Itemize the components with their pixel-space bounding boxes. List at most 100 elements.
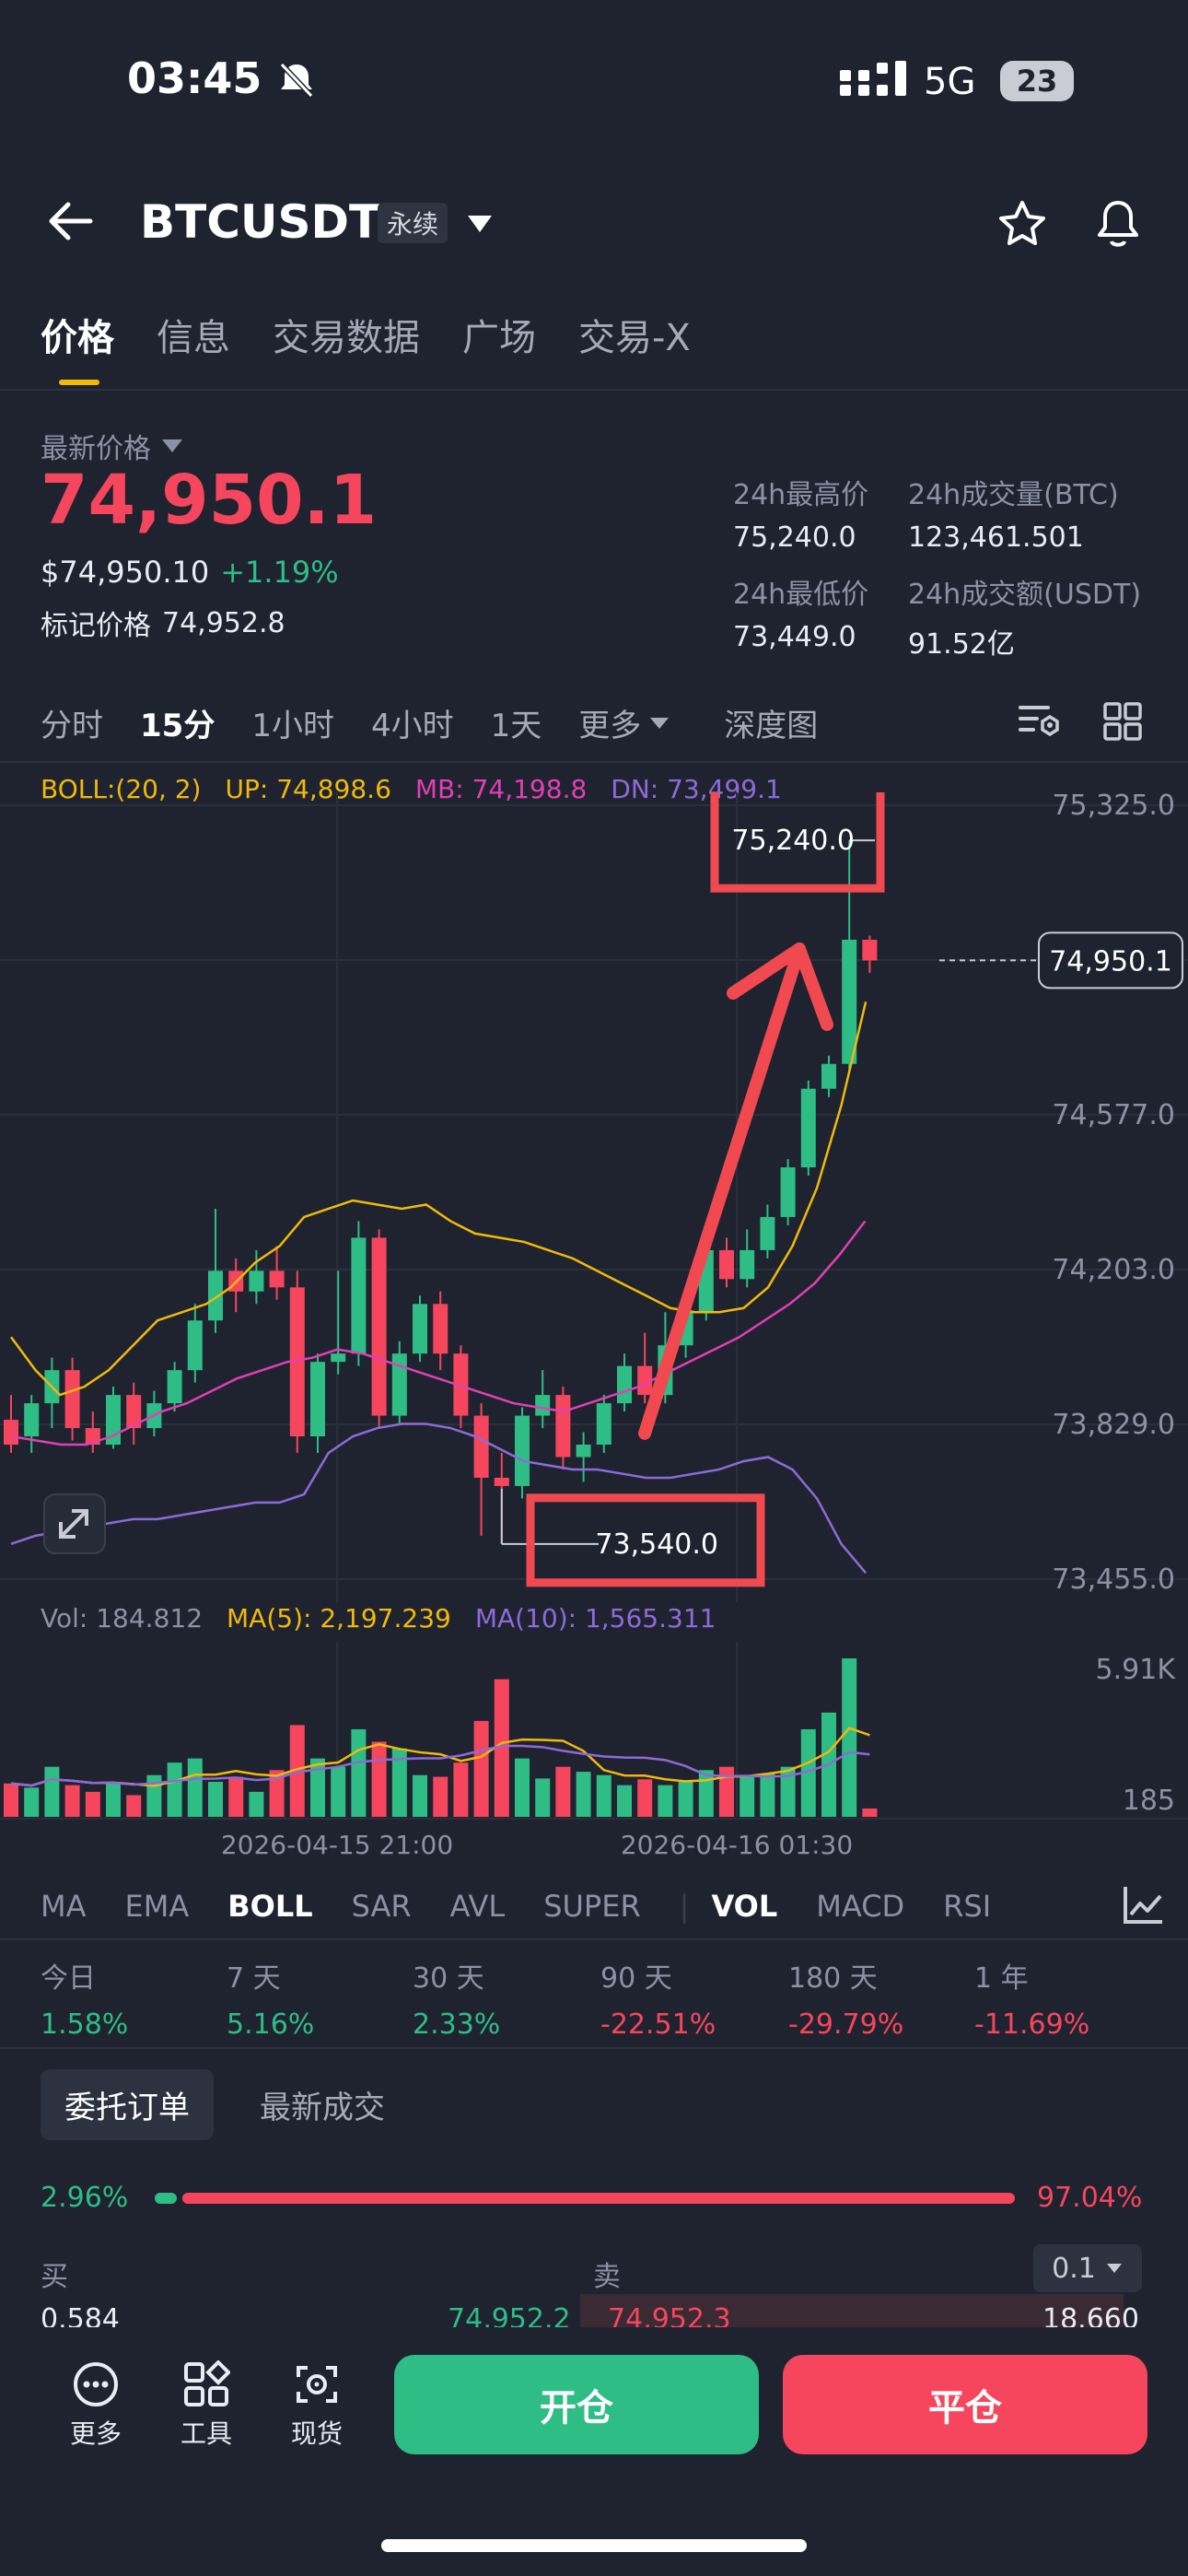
tab-open-orders[interactable]: 委托订单: [41, 2069, 214, 2140]
indicator-macd[interactable]: MACD: [816, 1889, 905, 1924]
more-button[interactable]: 更多: [50, 2360, 142, 2451]
current-price-label: 74,950.1: [1049, 945, 1172, 978]
symbol-title[interactable]: BTCUSDT: [140, 195, 381, 249]
divider: [0, 761, 1188, 763]
stat-low-value: 73,449.0: [733, 621, 856, 653]
volume-ma10-line: [10, 1744, 870, 1787]
indicator-vol[interactable]: VOL: [711, 1889, 778, 1924]
open-position-button[interactable]: 开仓: [394, 2355, 759, 2454]
stat-vol-usdt: 24h成交额(USDT) 91.52亿: [908, 571, 1141, 662]
tab-price[interactable]: 价格: [41, 317, 114, 359]
volume-bar: [617, 1785, 632, 1817]
stat-low: 24h最低价 73,449.0: [733, 571, 868, 653]
timeframe-15m[interactable]: 15分: [140, 708, 215, 744]
indicator-avl[interactable]: AVL: [449, 1889, 506, 1924]
candle-body: [453, 1353, 469, 1416]
mark-price: 74,952.8: [162, 606, 285, 639]
tab-recent-trades[interactable]: 最新成交: [260, 2090, 385, 2126]
buy-qty[interactable]: 0.584: [41, 2303, 120, 2327]
candle-body: [24, 1403, 40, 1437]
caret-down-icon[interactable]: [466, 214, 494, 234]
status-bar: 03:45 5G 23: [0, 0, 1188, 166]
timeframe-line[interactable]: 分时: [41, 708, 103, 744]
volume-bar: [24, 1787, 40, 1817]
volume-bar: [64, 1785, 80, 1817]
boll-middle-line: [10, 1220, 867, 1446]
volume-bar: [842, 1658, 857, 1817]
indicator-ma[interactable]: MA: [41, 1889, 87, 1924]
volume-bar: [4, 1783, 18, 1817]
perf-7d: 7 天 5.16%: [227, 1955, 314, 2041]
tab-square[interactable]: 广场: [462, 317, 536, 359]
volume-bar: [473, 1720, 489, 1817]
buy-ratio: 2.96%: [41, 2182, 129, 2214]
indicator-super[interactable]: SUPER: [543, 1889, 641, 1924]
y-axis-tick-label: 73,829.0: [1052, 1409, 1175, 1441]
volume-bar: [146, 1774, 162, 1817]
x-axis-tick-label: 2026-04-16 01:30: [621, 1830, 853, 1860]
timeframe-1h[interactable]: 1小时: [251, 708, 334, 744]
tools-label: 工具: [180, 2418, 232, 2449]
boll-upper-line: [9, 1001, 868, 1397]
buy-price[interactable]: 74,952.2: [448, 2303, 571, 2327]
indicator-ema[interactable]: EMA: [124, 1889, 190, 1924]
depth-chart-tab[interactable]: 深度图: [724, 708, 819, 744]
candle-body: [862, 939, 878, 961]
mark-price-row: 标记价格 74,952.8: [41, 603, 285, 643]
stat-vol-usdt-value: 91.52亿: [908, 628, 1015, 661]
candle-body: [596, 1403, 611, 1446]
candle-body: [249, 1270, 264, 1292]
timeframe-more[interactable]: 更多: [578, 708, 642, 744]
grid-layout-icon[interactable]: [1103, 702, 1142, 741]
volume-bar: [515, 1758, 530, 1817]
candlestick-chart[interactable]: 75,325.074,951.074,577.074,203.073,829.0…: [0, 792, 1188, 1603]
candle-body: [269, 1270, 285, 1288]
volume-bar: [535, 1778, 551, 1817]
candle-body: [413, 1304, 427, 1354]
usd-price-row: $74,950.10 +1.19%: [41, 555, 339, 590]
sell-ratio: 97.04%: [1037, 2182, 1143, 2214]
tab-trade-x[interactable]: 交易-X: [578, 317, 691, 359]
close-position-button[interactable]: 平仓: [783, 2355, 1147, 2454]
perf-90d: 90 天 -22.51%: [600, 1955, 716, 2041]
perf-label: 7 天: [227, 1962, 281, 1995]
candle-body: [555, 1395, 571, 1458]
volume-bar: [44, 1766, 60, 1817]
tools-button[interactable]: 工具: [160, 2360, 252, 2451]
main-tabs: 价格 信息 交易数据 广场 交易-X: [41, 308, 733, 361]
candle-body: [187, 1320, 203, 1371]
divider: [0, 389, 1188, 391]
volume-bar: [433, 1776, 448, 1817]
spot-button[interactable]: 现货: [271, 2360, 363, 2451]
volume-tick-label: 5.91K: [1096, 1654, 1177, 1686]
tools-grid-icon: [184, 2360, 230, 2406]
sell-qty[interactable]: 18.660: [1042, 2303, 1139, 2327]
sell-price[interactable]: 74,952.3: [608, 2303, 731, 2327]
stat-vol-usdt-label: 24h成交额(USDT): [908, 579, 1142, 611]
indicator-boll[interactable]: BOLL: [227, 1889, 313, 1924]
price-step-select[interactable]: 0.1: [1033, 2244, 1142, 2292]
indicator-rsi[interactable]: RSI: [943, 1889, 992, 1924]
buy-ratio-bar: [155, 2193, 177, 2204]
star-icon[interactable]: [996, 199, 1048, 251]
timeframe-1d[interactable]: 1天: [490, 708, 542, 744]
back-arrow-icon[interactable]: [44, 199, 96, 243]
bell-icon[interactable]: [1092, 197, 1144, 252]
indicator-sar[interactable]: SAR: [351, 1889, 412, 1924]
tab-info[interactable]: 信息: [157, 317, 230, 359]
high-price-annotation: 75,240.0: [731, 825, 855, 857]
volume-tick-label: 185: [1123, 1785, 1175, 1817]
indicator-settings-icon[interactable]: [1122, 1883, 1166, 1926]
timeframe-4h[interactable]: 4小时: [370, 708, 454, 744]
perf-value: 2.33%: [413, 2008, 501, 2041]
volume-bar: [658, 1785, 673, 1817]
volume-bar: [555, 1766, 571, 1817]
tab-trading-data[interactable]: 交易数据: [273, 317, 420, 359]
volume-bar: [494, 1679, 509, 1817]
last-price-label: 最新价格: [41, 433, 151, 465]
perf-label: 180 天: [788, 1962, 878, 1995]
chart-settings-icon[interactable]: [1017, 700, 1061, 741]
candle-body: [494, 1477, 509, 1486]
last-price-label-row[interactable]: 最新价格: [41, 426, 184, 466]
candle-body: [64, 1370, 80, 1429]
